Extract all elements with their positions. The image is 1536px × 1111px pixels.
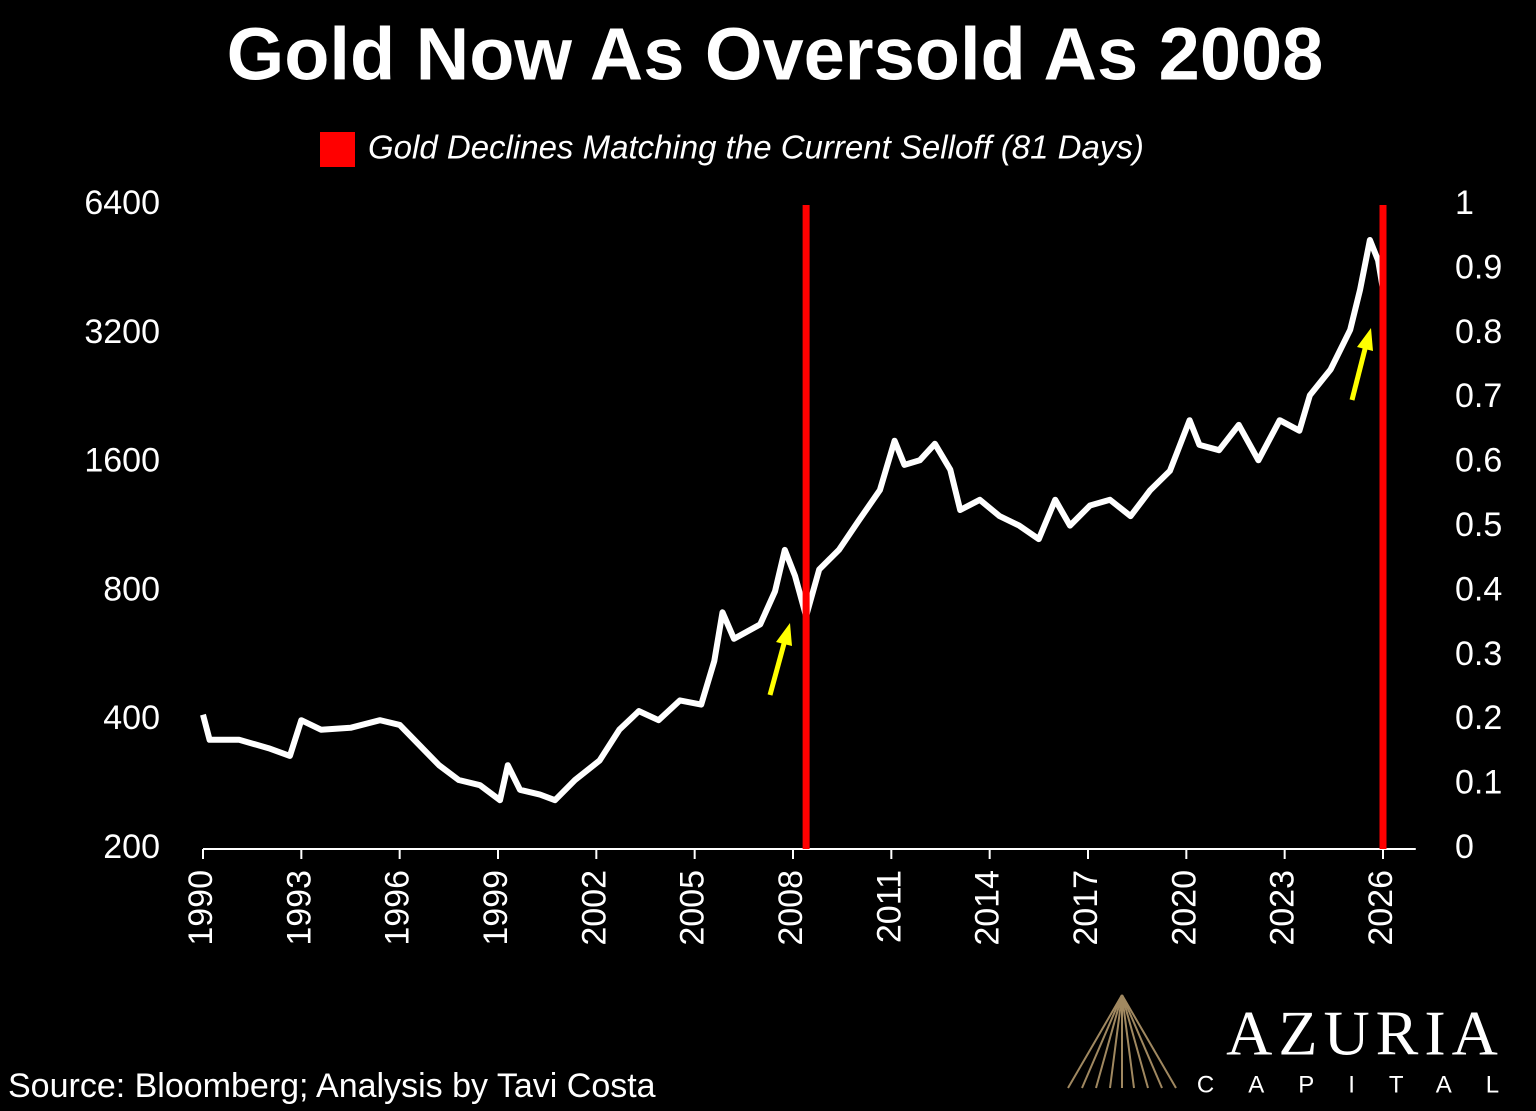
x-tick-label: 2026 <box>1362 870 1400 946</box>
x-tick-label: 2002 <box>575 870 613 946</box>
y-tick-label: 800 <box>103 570 160 608</box>
y2-tick-label: 0.6 <box>1455 442 1502 480</box>
x-tick-label: 2014 <box>969 870 1007 946</box>
y2-tick-label: 1 <box>1455 184 1474 222</box>
y2-tick-label: 0.2 <box>1455 699 1502 737</box>
x-tick-label: 2017 <box>1067 870 1105 946</box>
y-tick-label: 6400 <box>84 184 160 222</box>
y-tick-label: 400 <box>103 699 160 737</box>
y2-tick-label: 0.1 <box>1455 764 1502 802</box>
x-tick-label: 2023 <box>1264 870 1302 946</box>
x-tick-label: 2020 <box>1165 870 1203 946</box>
x-tick-label: 1990 <box>182 870 220 946</box>
x-tick-label: 2011 <box>870 870 908 943</box>
y2-tick-label: 0 <box>1455 828 1474 866</box>
x-tick-label: 1996 <box>379 870 417 946</box>
selloff-marker <box>1379 205 1387 849</box>
y-tick-label: 1600 <box>84 442 160 480</box>
x-tick-label: 1999 <box>477 870 515 946</box>
y2-tick-label: 0.8 <box>1455 313 1502 351</box>
y2-tick-label: 0.3 <box>1455 635 1502 673</box>
annotation-arrows <box>767 328 1373 696</box>
chart-title: Gold Now As Oversold As 2008 <box>227 13 1324 96</box>
logo: AZURIA CAPITAL <box>1067 994 1533 1098</box>
y-tick-label: 200 <box>103 828 160 866</box>
x-tick-label: 2005 <box>674 870 712 946</box>
x-tick-label: 2008 <box>772 870 810 946</box>
y-tick-label: 3200 <box>84 313 160 351</box>
y2-tick-label: 0.9 <box>1455 248 1502 286</box>
selloff-marker <box>802 205 810 849</box>
legend-label: Gold Declines Matching the Current Sello… <box>368 129 1144 166</box>
logo-subtitle: CAPITAL <box>1197 1071 1533 1098</box>
logo-name: AZURIA <box>1226 998 1504 1069</box>
y2-tick-label: 0.7 <box>1455 377 1502 415</box>
y2-tick-label: 0.4 <box>1455 570 1502 608</box>
source-note: Source: Bloomberg; Analysis by Tavi Cost… <box>8 1067 656 1105</box>
price-line <box>200 237 1386 804</box>
x-tick-label: 1993 <box>280 870 318 946</box>
legend-swatch <box>320 132 355 167</box>
y2-tick-label: 0.5 <box>1455 506 1502 544</box>
